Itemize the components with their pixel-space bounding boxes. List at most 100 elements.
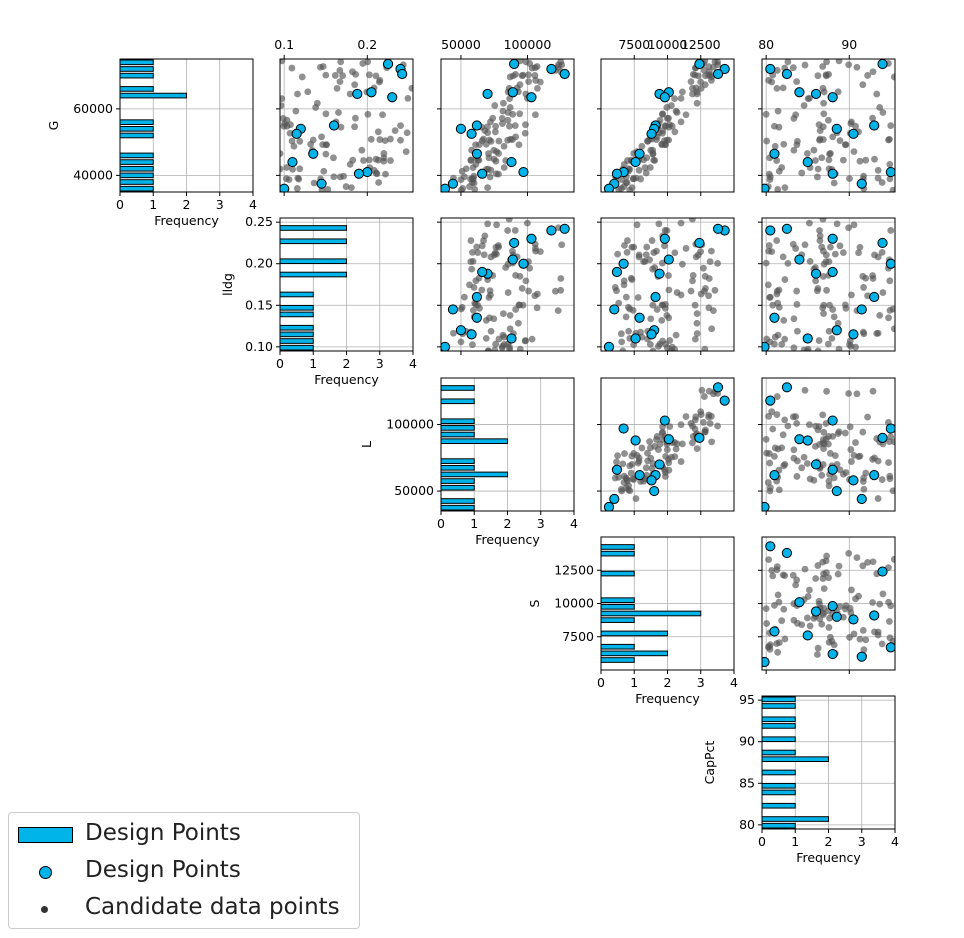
candidate-point xyxy=(525,78,533,86)
design-point xyxy=(287,156,298,168)
candidate-point xyxy=(506,122,513,130)
candidate-point xyxy=(491,128,499,136)
tick-label: 2 xyxy=(664,675,672,690)
candidate-point xyxy=(779,84,787,92)
candidate-point xyxy=(489,114,497,122)
candidate-point xyxy=(322,150,330,158)
candidate-point xyxy=(781,572,789,580)
axes-frame xyxy=(761,217,896,352)
candidate-point xyxy=(708,412,715,420)
candidate-point xyxy=(280,102,285,109)
candidate-point xyxy=(780,140,788,148)
candidate-point xyxy=(798,169,806,177)
candidate-point xyxy=(635,454,643,462)
candidate-point xyxy=(352,114,359,122)
candidate-point xyxy=(869,272,876,279)
candidate-point xyxy=(701,272,709,280)
candidate-point xyxy=(889,186,895,192)
candidate-point xyxy=(335,109,342,116)
design-point xyxy=(546,225,557,236)
candidate-point xyxy=(484,184,492,192)
candidate-point xyxy=(765,556,773,563)
candidate-point xyxy=(764,479,772,486)
candidate-point xyxy=(627,469,635,477)
candidate-point xyxy=(504,136,512,144)
candidate-point xyxy=(492,122,500,130)
candidate-point xyxy=(856,243,864,251)
top-tick-label: 90 xyxy=(841,37,857,52)
candidate-point xyxy=(634,294,642,301)
candidate-point xyxy=(852,122,859,130)
candidate-point xyxy=(830,179,838,187)
candidate-point xyxy=(769,572,777,580)
candidate-point xyxy=(493,221,501,229)
candidate-point xyxy=(638,142,646,150)
candidate-point xyxy=(672,331,680,339)
design-point xyxy=(802,630,813,641)
candidate-point xyxy=(495,137,503,145)
candidate-point xyxy=(379,111,386,119)
candidate-point xyxy=(352,70,359,78)
scatter-layer xyxy=(603,382,730,511)
tick-label: 2 xyxy=(504,516,512,531)
design-point xyxy=(827,233,838,244)
design-point xyxy=(654,459,665,470)
histogram-bar xyxy=(600,643,635,650)
histogram-bar xyxy=(279,238,347,245)
candidate-point xyxy=(651,157,659,164)
candidate-point xyxy=(763,449,771,457)
candidate-point xyxy=(397,136,404,144)
design-point xyxy=(794,597,805,608)
candidate-point xyxy=(358,146,366,154)
design-point xyxy=(885,423,895,434)
candidate-point xyxy=(803,614,811,622)
candidate-point xyxy=(522,277,530,285)
candidate-point xyxy=(628,452,636,460)
tick-label: 85 xyxy=(739,775,755,790)
candidate-point xyxy=(698,386,706,394)
candidate-point xyxy=(499,342,506,350)
design-point xyxy=(781,68,793,80)
candidate-point xyxy=(526,264,534,272)
candidate-point xyxy=(816,600,823,608)
histogram-bar xyxy=(761,736,796,743)
axis-xlabel: Frequency xyxy=(796,850,861,865)
candidate-point xyxy=(806,257,814,265)
candidate-point xyxy=(693,319,701,327)
design-point xyxy=(507,254,518,265)
candidate-point xyxy=(826,150,833,158)
tick-label: 1 xyxy=(630,675,638,690)
candidate-point xyxy=(336,67,344,74)
design-point xyxy=(802,156,813,168)
candidate-point xyxy=(283,116,291,124)
tick-label: 2 xyxy=(825,834,833,849)
candidate-point xyxy=(784,59,792,66)
design-point xyxy=(810,88,822,100)
candidate-point xyxy=(834,319,842,327)
candidate-point xyxy=(665,114,672,122)
histogram-bar xyxy=(279,331,314,338)
candidate-point xyxy=(876,104,884,111)
candidate-point xyxy=(619,347,627,351)
candidate-point xyxy=(876,600,884,608)
candidate-point xyxy=(692,253,700,261)
candidate-point xyxy=(492,170,500,178)
design-point xyxy=(630,435,641,446)
candidate-point xyxy=(850,630,858,638)
axes-frame xyxy=(279,217,414,352)
candidate-point xyxy=(324,186,332,192)
histogram-bar xyxy=(761,703,796,709)
candidate-point xyxy=(653,306,661,313)
candidate-point xyxy=(887,227,895,234)
candidate-point xyxy=(491,346,499,351)
candidate-point xyxy=(800,453,808,461)
candidate-point xyxy=(611,474,619,482)
legend-candidate-swatch xyxy=(41,906,48,913)
candidate-point xyxy=(853,390,861,398)
candidate-point xyxy=(774,186,782,192)
candidate-point xyxy=(706,420,714,427)
candidate-point xyxy=(781,335,789,343)
candidate-point xyxy=(536,78,544,86)
tick-label: 12500 xyxy=(554,562,594,577)
design-point xyxy=(441,183,451,192)
